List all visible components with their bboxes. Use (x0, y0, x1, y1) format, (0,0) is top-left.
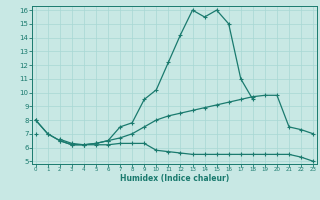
X-axis label: Humidex (Indice chaleur): Humidex (Indice chaleur) (120, 174, 229, 183)
